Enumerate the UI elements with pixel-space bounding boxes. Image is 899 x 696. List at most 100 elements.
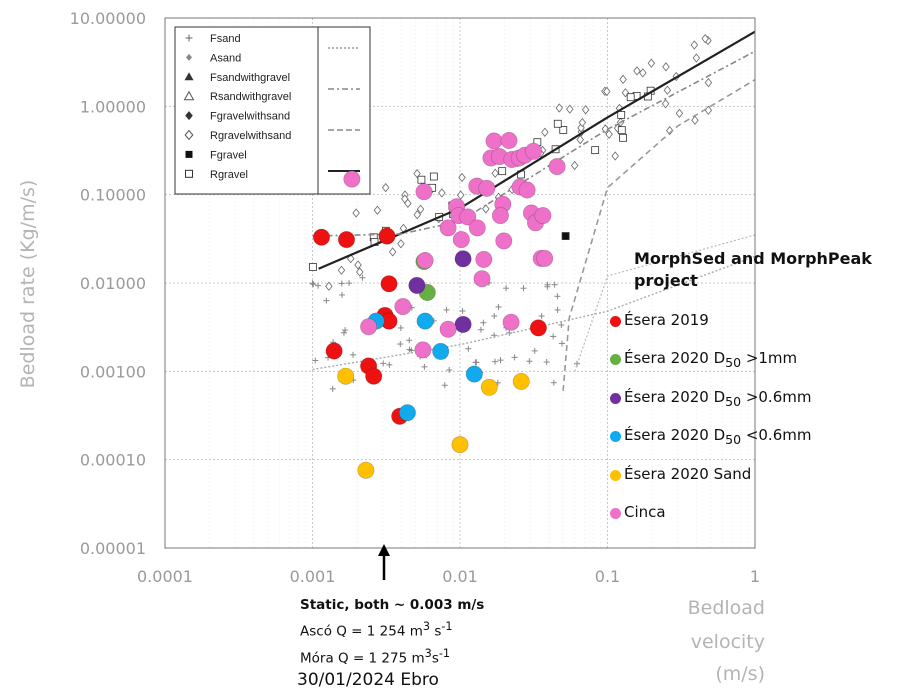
inset-legend-label: Fgravel: [210, 149, 247, 161]
rgravelwithsand-point: [325, 281, 333, 291]
rgravelwithsand-point: [661, 99, 670, 109]
rgravelwithsand-point: [555, 103, 563, 113]
data-point: [451, 436, 469, 454]
legend-marker: [610, 315, 621, 327]
data-point: [459, 208, 477, 226]
rgravel-point: [619, 133, 627, 142]
fsand-point: [520, 285, 527, 292]
rgravelwithsand-point: [581, 105, 590, 115]
data-point: [512, 372, 530, 390]
dashed-model-curve: [562, 79, 756, 391]
y-tick-label: 0.00100: [80, 362, 146, 381]
rgravel-point: [591, 146, 600, 155]
fsand-point: [459, 307, 466, 314]
rgravelwithsand-point: [704, 105, 713, 115]
fsand-point: [406, 346, 413, 353]
x-tick-label: 0.1: [595, 567, 620, 586]
rgravelwithsand-point: [576, 135, 584, 145]
rgravel-point: [429, 172, 438, 181]
y-tick-label: 0.10000: [80, 186, 146, 205]
data-point: [398, 404, 416, 422]
fsand-point: [550, 379, 557, 386]
fsand-point: [338, 291, 345, 298]
rgravelwithsand-point: [491, 168, 499, 178]
fsand-point: [397, 324, 404, 331]
annotation-line-2: Ascó Q = 1 254 m3 s-1: [300, 620, 453, 640]
data-point: [337, 231, 355, 249]
inset-legend-item: Fsand: [185, 33, 241, 45]
inset-legend-label: Fsandwithgravel: [210, 72, 290, 84]
data-point: [548, 158, 566, 176]
fsand-point: [503, 285, 510, 292]
rgravelwithsand-point: [663, 85, 672, 95]
y-tick-label: 0.01000: [80, 274, 146, 293]
legend-item-esera-2020-gt1mm: Ésera 2020 D50 >1mm: [610, 341, 899, 380]
inset-legend-item: Fgravel: [185, 149, 247, 161]
rgravelwithsand-point: [381, 182, 390, 193]
legend-item-esera-2020-sand: Ésera 2020 Sand: [610, 456, 899, 495]
rgravelwithsand-point: [662, 62, 670, 72]
data-point: [343, 170, 361, 188]
rgravelwithsand-point: [633, 66, 641, 76]
y-axis-label: Bedload rate (Kg/m/s): [17, 180, 39, 389]
data-point: [475, 250, 493, 268]
x-axis-label-line-2: velocity: [690, 631, 765, 653]
fsand-point: [338, 280, 345, 287]
legend-marker: [610, 392, 621, 404]
fsand-point: [315, 282, 322, 289]
fsand-point: [492, 358, 499, 365]
data-point: [500, 132, 518, 150]
rgravelwithsand-point: [566, 104, 574, 114]
inset-legend-label: Fsand: [210, 33, 241, 45]
fsand-point: [473, 359, 480, 366]
footer-date: 30/01/2024 Ebro: [297, 670, 439, 690]
data-point: [536, 249, 554, 267]
data-point: [312, 228, 330, 246]
legend-item-esera-2020-gt06mm: Ésera 2020 D50 >0.6mm: [610, 379, 899, 418]
rgravelwithsand-point: [438, 188, 446, 198]
y-axis-ticks: 10.00000 1.00000 0.10000 0.01000 0.00100 0.00…: [70, 9, 146, 558]
annotation-line-1: Static, both ~ 0.003 m/s: [300, 597, 485, 613]
data-point: [432, 342, 450, 360]
rgravelwithsand-point: [619, 74, 627, 84]
rgravel-point: [617, 126, 626, 135]
legend-item-esera-2020-lt06mm: Ésera 2020 D50 <0.6mm: [610, 418, 899, 457]
legend-marker: [610, 431, 621, 443]
rgravel-point: [309, 263, 317, 271]
plot-frame: [164, 17, 756, 549]
rgravelwithsand-point: [692, 53, 701, 63]
rgravel-point: [561, 232, 570, 240]
rgravel-point: [498, 167, 507, 176]
rgravelwithsand-point: [413, 168, 421, 179]
data-point: [439, 320, 457, 338]
fsand-point: [342, 327, 349, 334]
data-point: [454, 250, 472, 268]
rgravelwithsand-point: [416, 204, 425, 214]
measurement-points: [312, 132, 566, 479]
legend-marker: [610, 508, 621, 520]
rgravelwithsand-point: [675, 108, 684, 119]
fsand-point: [558, 340, 565, 347]
data-point: [416, 252, 434, 270]
fsand-point: [329, 385, 336, 392]
fsand-point: [312, 357, 319, 364]
inset-legend-item: Asand: [186, 52, 241, 64]
data-point: [416, 312, 434, 330]
fsand-point: [554, 306, 561, 313]
fsand-point: [350, 351, 357, 358]
rgravelwithsand-point: [458, 172, 466, 183]
fsand-point: [441, 382, 448, 389]
data-point: [473, 270, 491, 288]
rgravelwithsand-point: [605, 129, 613, 139]
legend-marker: [610, 469, 621, 481]
data-point: [337, 367, 355, 385]
rgravelwithsand-point: [578, 117, 587, 128]
rgravelwithsand-point: [603, 86, 611, 97]
fsand-point: [397, 341, 404, 348]
data-point: [529, 319, 547, 337]
rgravelwithsand-point: [352, 208, 360, 218]
data-point: [518, 181, 536, 199]
rgravelwithsand-point: [354, 260, 362, 270]
legend-title: MorphSed and MorphPeak project: [634, 249, 872, 290]
legend-item-esera-2019: Ésera 2019: [610, 302, 899, 341]
